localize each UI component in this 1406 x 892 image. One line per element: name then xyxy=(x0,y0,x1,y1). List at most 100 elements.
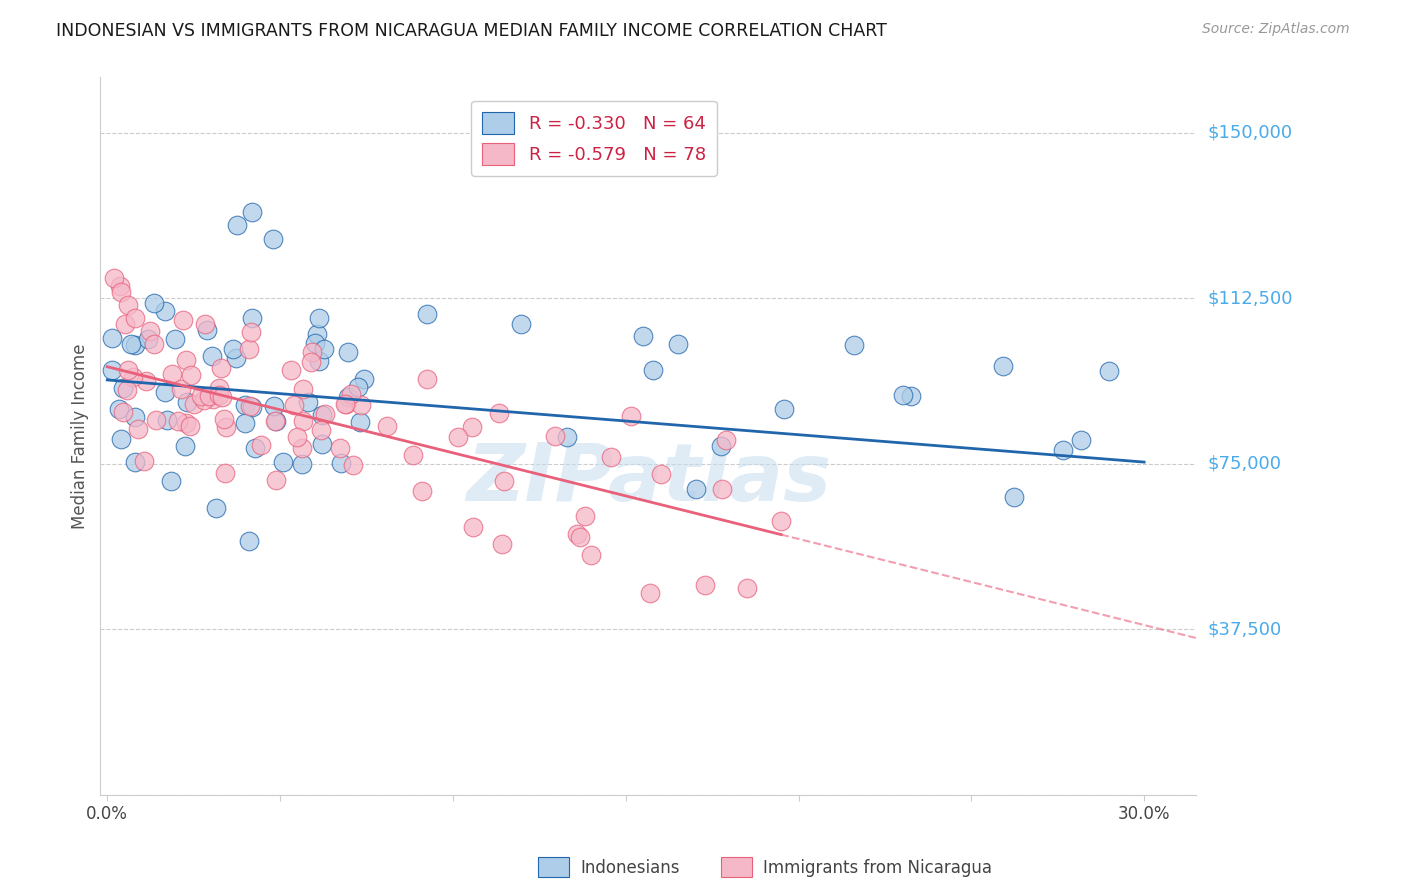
Point xyxy=(212,411,235,425)
Point xyxy=(174,416,197,430)
Point xyxy=(494,474,516,488)
Point xyxy=(124,455,146,469)
Text: ZIPatlas: ZIPatlas xyxy=(465,441,831,518)
Point xyxy=(117,298,139,312)
Point xyxy=(179,419,201,434)
Point xyxy=(1098,364,1121,378)
Point xyxy=(342,458,364,473)
Point xyxy=(165,332,187,346)
Point xyxy=(666,337,689,351)
Point xyxy=(211,390,233,404)
Point xyxy=(773,401,796,416)
Point xyxy=(347,379,370,393)
Point xyxy=(710,438,733,452)
Point xyxy=(240,401,263,415)
Point xyxy=(543,429,565,443)
Point xyxy=(1052,443,1074,458)
Point xyxy=(242,205,264,219)
Point xyxy=(101,363,124,377)
Point xyxy=(208,381,231,395)
Point xyxy=(314,342,336,356)
Point xyxy=(233,417,256,431)
Point xyxy=(190,389,212,403)
Point xyxy=(202,392,225,406)
Point xyxy=(103,271,125,285)
Point xyxy=(198,389,221,403)
Point xyxy=(114,318,136,332)
Point xyxy=(156,413,179,427)
Point xyxy=(581,548,603,562)
Point xyxy=(301,345,323,359)
Point xyxy=(299,355,322,369)
Point xyxy=(308,354,330,368)
Text: Source: ZipAtlas.com: Source: ZipAtlas.com xyxy=(1202,22,1350,37)
Point xyxy=(304,335,326,350)
Text: Immigrants from Nicaragua: Immigrants from Nicaragua xyxy=(762,859,991,877)
Point xyxy=(574,508,596,523)
Point xyxy=(375,418,398,433)
Point xyxy=(124,410,146,425)
Point xyxy=(145,413,167,427)
Point xyxy=(491,537,513,551)
Point xyxy=(461,420,484,434)
Point xyxy=(194,318,217,332)
Point xyxy=(311,437,333,451)
Point xyxy=(488,406,510,420)
Point xyxy=(108,279,131,293)
Point xyxy=(335,397,357,411)
Point xyxy=(239,400,262,414)
Point xyxy=(297,394,319,409)
Point xyxy=(160,368,183,382)
Point xyxy=(844,337,866,351)
Point xyxy=(136,332,159,346)
Point xyxy=(193,393,215,408)
Point xyxy=(233,398,256,412)
Point xyxy=(311,408,333,422)
Point xyxy=(993,359,1015,373)
Point xyxy=(160,475,183,489)
Point xyxy=(631,328,654,343)
Point xyxy=(112,405,135,419)
Point xyxy=(620,409,643,423)
Point xyxy=(900,389,922,403)
Point xyxy=(402,448,425,462)
Point xyxy=(238,343,260,357)
Point xyxy=(349,398,371,412)
Point xyxy=(214,466,236,480)
Point xyxy=(291,441,314,455)
Point xyxy=(337,345,360,359)
Point xyxy=(124,311,146,326)
Point xyxy=(124,338,146,352)
Text: $112,500: $112,500 xyxy=(1208,289,1292,307)
Point xyxy=(411,484,433,499)
Point xyxy=(153,304,176,318)
Text: INDONESIAN VS IMMIGRANTS FROM NICARAGUA MEDIAN FAMILY INCOME CORRELATION CHART: INDONESIAN VS IMMIGRANTS FROM NICARAGUA … xyxy=(56,22,887,40)
Point xyxy=(142,337,165,351)
Point xyxy=(250,437,273,451)
Point xyxy=(569,530,592,544)
Point xyxy=(309,423,332,437)
Point xyxy=(120,337,142,351)
Point xyxy=(107,402,129,417)
Point xyxy=(291,457,314,471)
Point xyxy=(176,352,198,367)
Point xyxy=(510,317,533,331)
Point xyxy=(221,343,243,357)
Point xyxy=(110,432,132,446)
Point xyxy=(1002,490,1025,504)
Point xyxy=(769,514,792,528)
Point xyxy=(238,534,260,549)
Point xyxy=(176,395,198,409)
Point xyxy=(183,397,205,411)
Point xyxy=(711,482,734,496)
Point xyxy=(415,307,437,321)
Point xyxy=(242,310,264,325)
Point xyxy=(463,520,485,534)
Point xyxy=(138,324,160,338)
Point xyxy=(201,349,224,363)
Point xyxy=(195,323,218,337)
Point xyxy=(205,501,228,516)
Point xyxy=(353,371,375,385)
Point xyxy=(110,285,132,299)
Point xyxy=(262,232,284,246)
